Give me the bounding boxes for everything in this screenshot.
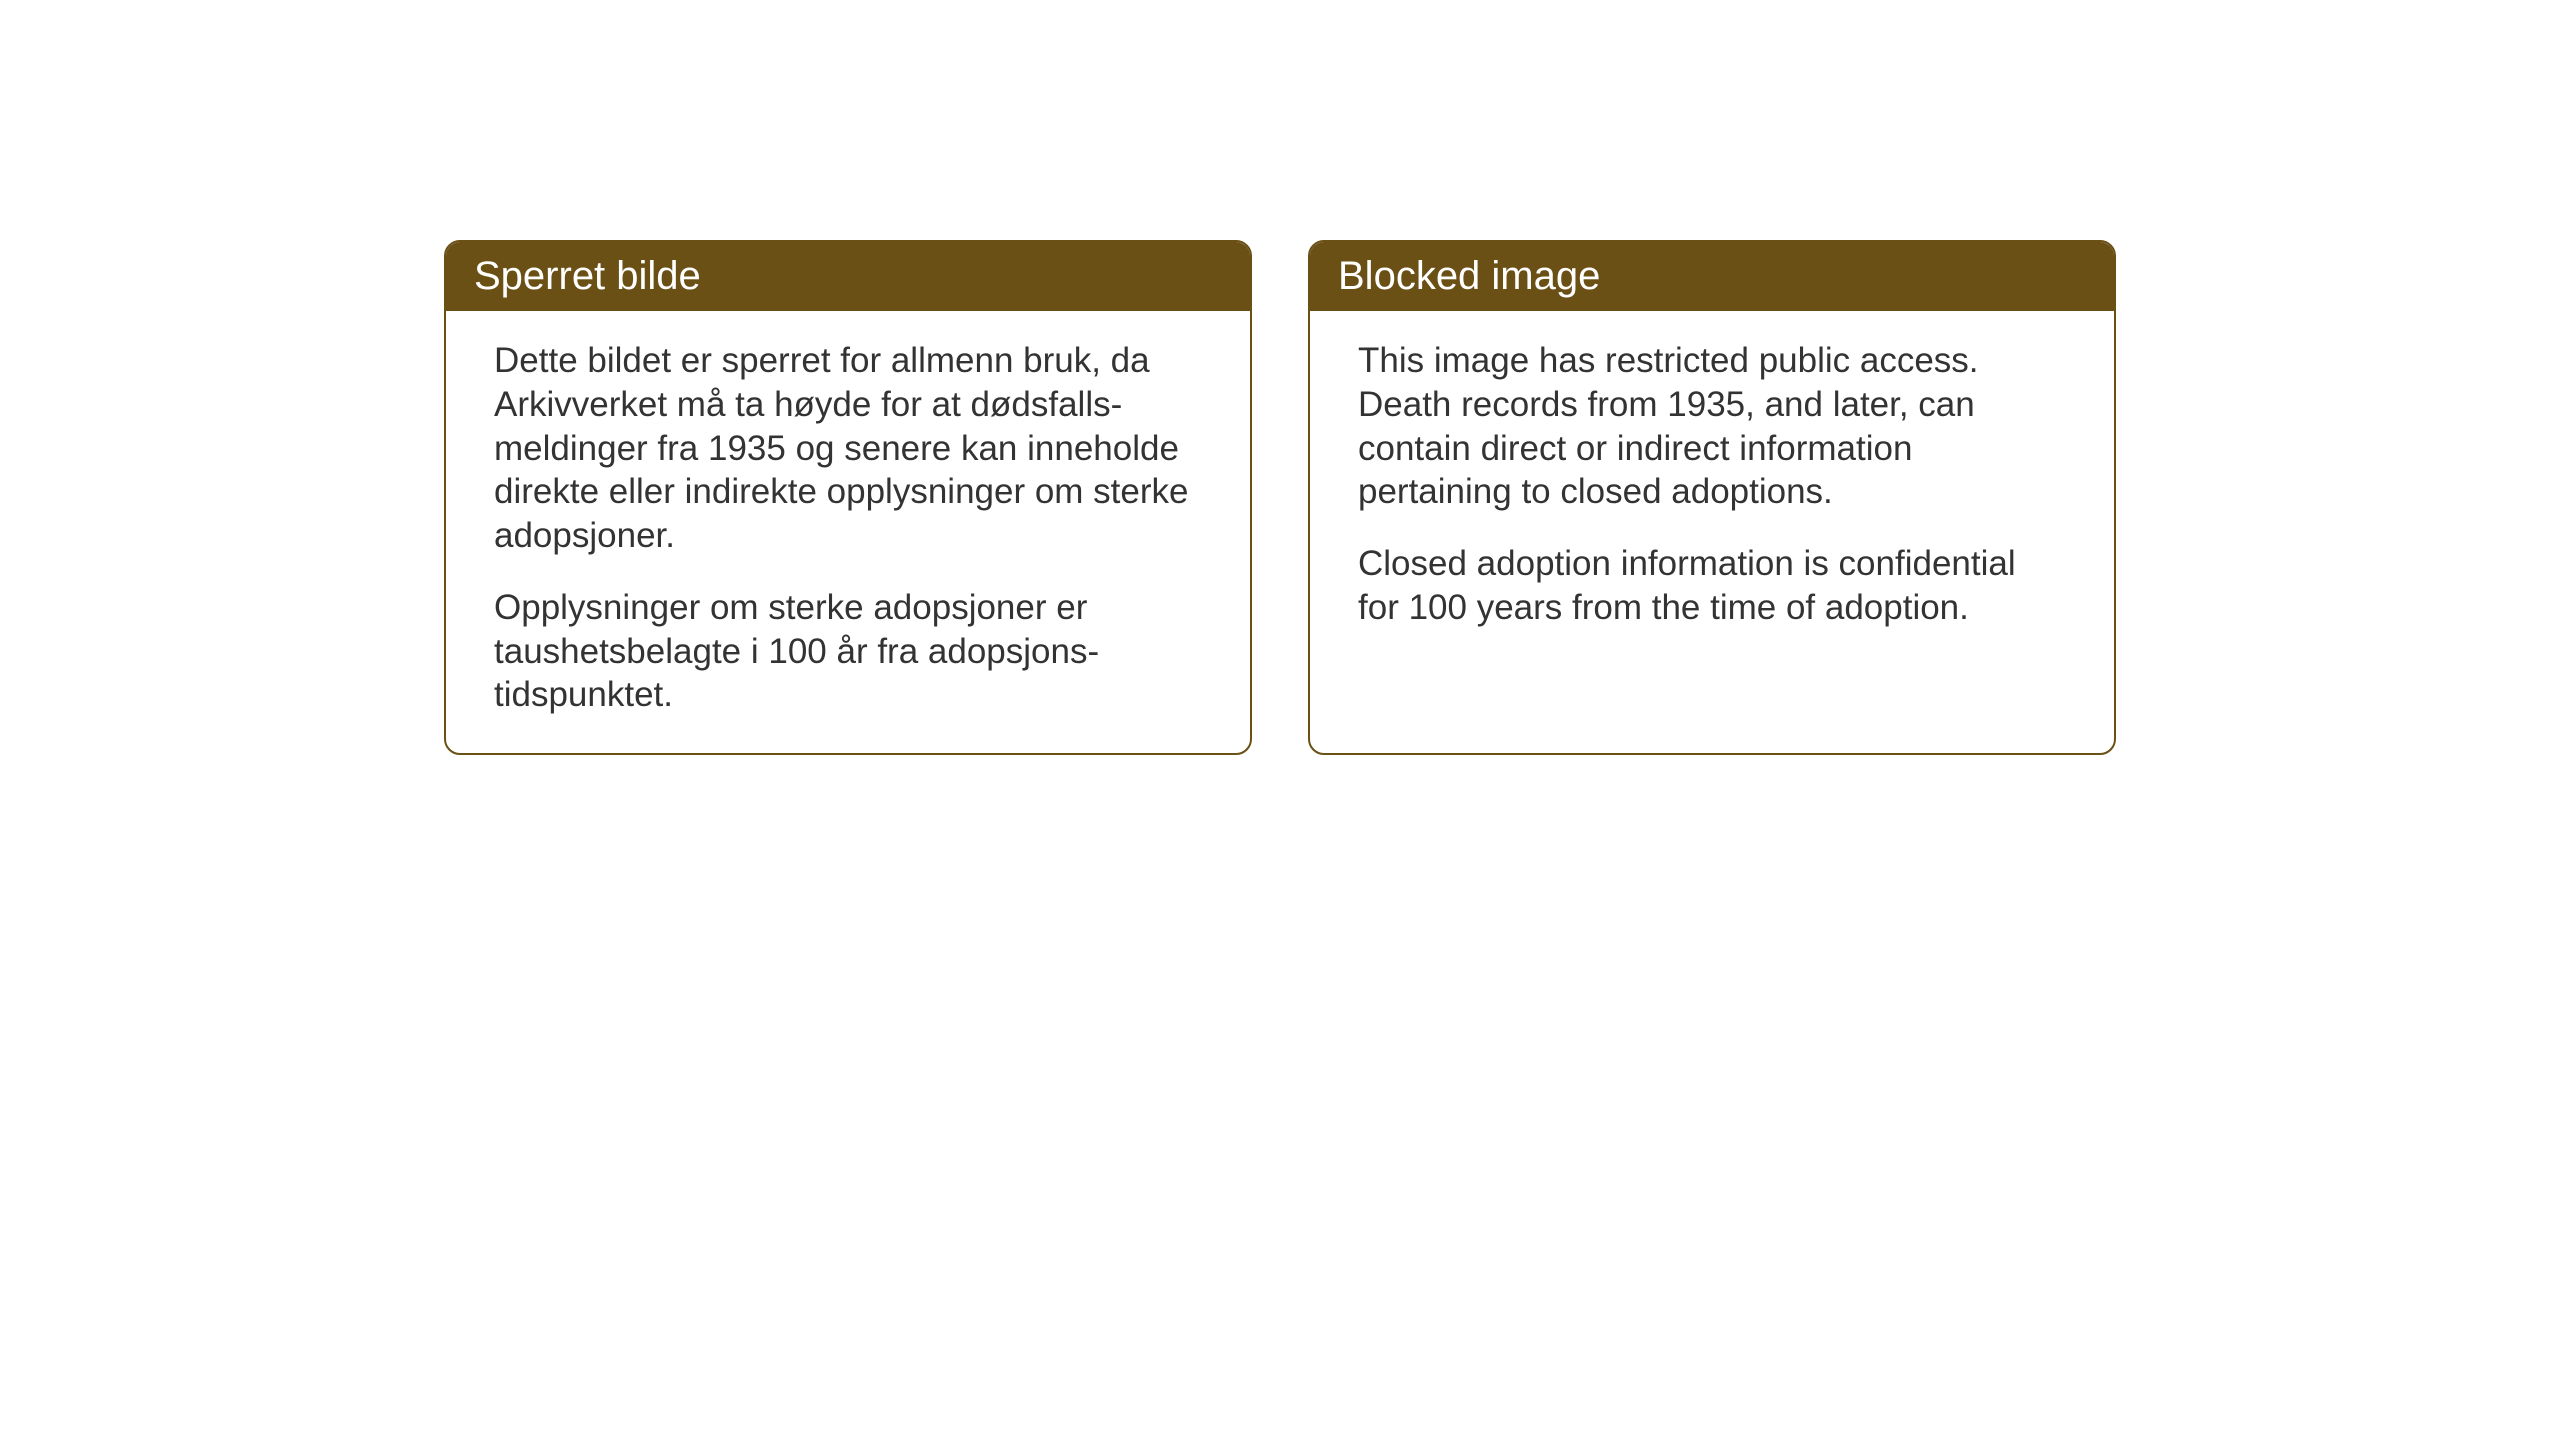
info-box-body-norwegian: Dette bildet er sperret for allmenn bruk… <box>446 311 1250 753</box>
info-box-body-english: This image has restricted public access.… <box>1310 311 2114 666</box>
info-box-norwegian: Sperret bilde Dette bildet er sperret fo… <box>444 240 1252 755</box>
info-boxes-container: Sperret bilde Dette bildet er sperret fo… <box>444 240 2116 755</box>
info-paragraph-1-english: This image has restricted public access.… <box>1358 339 2066 514</box>
info-box-english: Blocked image This image has restricted … <box>1308 240 2116 755</box>
info-paragraph-1-norwegian: Dette bildet er sperret for allmenn bruk… <box>494 339 1202 558</box>
info-box-header-english: Blocked image <box>1310 242 2114 311</box>
info-paragraph-2-english: Closed adoption information is confident… <box>1358 542 2066 630</box>
info-box-header-norwegian: Sperret bilde <box>446 242 1250 311</box>
info-paragraph-2-norwegian: Opplysninger om sterke adopsjoner er tau… <box>494 586 1202 717</box>
